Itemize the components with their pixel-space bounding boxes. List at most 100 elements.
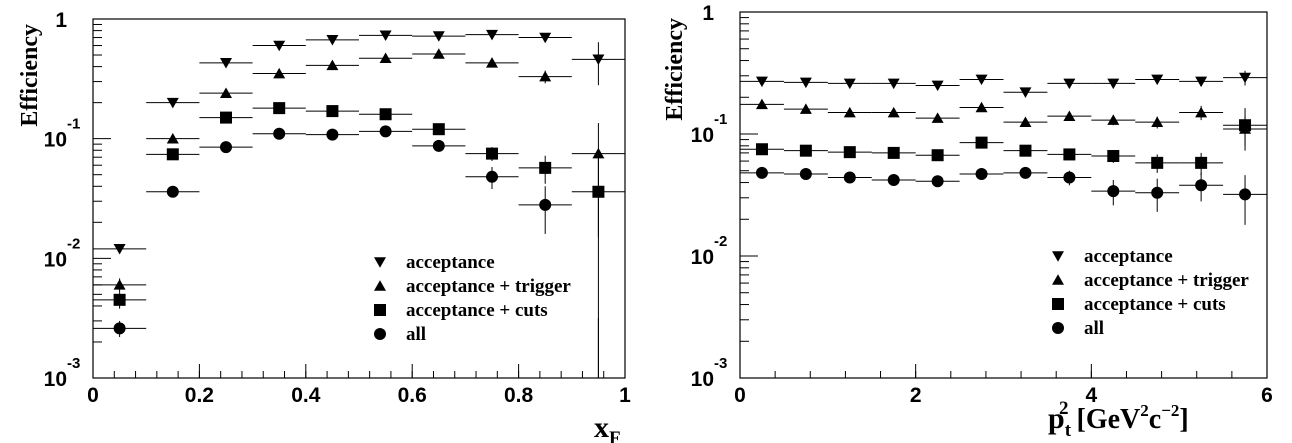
x-axis-label: xF <box>594 411 621 443</box>
data-point <box>1019 87 1032 98</box>
data-point <box>1019 116 1032 127</box>
data-point <box>1151 156 1164 169</box>
x-axis-label-xlabel: p <box>1048 402 1065 435</box>
series-all <box>93 125 572 338</box>
data-point <box>220 141 232 154</box>
data-point <box>379 30 392 42</box>
data-point <box>113 322 126 335</box>
data-point <box>975 168 988 181</box>
data-point <box>1195 76 1208 88</box>
legend-label: all <box>1084 318 1104 339</box>
y-axis-label: Efficiency <box>17 24 43 127</box>
data-point <box>432 48 445 59</box>
data-point <box>1107 185 1120 198</box>
data-point <box>931 149 944 162</box>
data-point <box>799 77 812 89</box>
y-tick-label: 10 <box>44 368 67 391</box>
data-point <box>113 244 126 255</box>
data-point <box>220 58 232 69</box>
legend-marker <box>1052 251 1064 262</box>
x-axis-label-xlabel-sup: 2 <box>1059 398 1069 419</box>
data-point <box>326 59 339 71</box>
y-tick-exponent: -3 <box>714 355 727 372</box>
data-point <box>887 173 900 186</box>
x-tick-label: 0.4 <box>291 384 321 407</box>
data-point <box>799 144 812 157</box>
x-tick-label: 0 <box>87 384 99 407</box>
y-tick-exponent: -3 <box>67 355 80 372</box>
x-tick-label: 0.2 <box>185 384 214 407</box>
data-point <box>592 147 605 159</box>
data-point <box>755 98 768 110</box>
data-point <box>1151 74 1164 86</box>
legend-marker <box>374 280 386 291</box>
data-point <box>799 103 812 114</box>
data-point <box>486 57 498 68</box>
y-tick-label: 10 <box>44 129 67 152</box>
legend-marker <box>1052 322 1064 334</box>
data-point <box>539 32 552 44</box>
x-axis-label-xlabel-unit-sup1: 2 <box>1140 401 1149 420</box>
data-point <box>1107 114 1120 125</box>
x-tick-label: 2 <box>910 384 922 407</box>
data-point <box>1063 171 1076 184</box>
left-plot-xf: 10-310-210-110 0.2 0.4 0.6 0.8 1EfficiencyxFa… <box>17 9 631 443</box>
data-point <box>799 168 812 181</box>
data-point <box>326 128 339 141</box>
data-point <box>887 78 900 90</box>
series-acceptance-trigger <box>740 98 1267 146</box>
y-tick-label: 1 <box>702 2 714 25</box>
data-point <box>1019 144 1032 157</box>
data-point <box>1063 110 1076 121</box>
y-tick-label: 10 <box>691 246 714 269</box>
series-acceptance <box>740 70 1267 98</box>
data-point <box>1151 186 1164 199</box>
x-tick-label: 0 <box>734 384 746 407</box>
legend-label: acceptance + cuts <box>406 300 548 321</box>
data-point <box>1063 78 1076 90</box>
x-axis-label: pt2 [GeV2c−2] <box>1048 398 1189 441</box>
y-tick-label: 1 <box>55 9 67 32</box>
legend-label: acceptance + trigger <box>406 276 571 297</box>
plot-frame <box>739 11 1268 379</box>
x-tick-label: 1 <box>619 384 631 407</box>
data-point <box>166 185 179 198</box>
x-axis-label-main: x <box>594 411 609 443</box>
data-point <box>755 166 768 179</box>
data-point <box>755 143 768 156</box>
data-point <box>931 80 944 92</box>
data-point <box>220 87 232 98</box>
data-point <box>326 105 339 118</box>
data-point <box>975 136 988 149</box>
data-point <box>755 76 768 88</box>
legend-marker <box>374 328 386 340</box>
data-point <box>273 102 286 115</box>
data-point <box>379 125 392 138</box>
data-point <box>1195 106 1208 118</box>
data-point <box>539 198 552 211</box>
legend-label: all <box>406 324 426 345</box>
y-tick-label: 10 <box>691 368 714 391</box>
data-point <box>975 74 988 86</box>
data-point <box>273 127 286 140</box>
data-point <box>887 106 900 118</box>
legend-marker <box>1052 298 1064 310</box>
data-point <box>1019 166 1032 179</box>
data-point <box>1151 116 1164 127</box>
legend-marker <box>374 257 386 268</box>
data-point <box>432 31 445 42</box>
y-tick-label: 10 <box>44 248 67 271</box>
data-point <box>432 139 445 152</box>
data-point <box>1107 78 1120 90</box>
data-point <box>379 52 392 64</box>
x-axis-label-sub: F <box>609 428 621 443</box>
data-point <box>166 97 179 109</box>
data-point <box>486 147 498 160</box>
x-tick-label: 4 <box>1085 384 1097 407</box>
data-point <box>539 161 552 174</box>
data-point <box>1063 148 1076 161</box>
data-point <box>486 170 498 183</box>
data-point <box>975 101 988 113</box>
